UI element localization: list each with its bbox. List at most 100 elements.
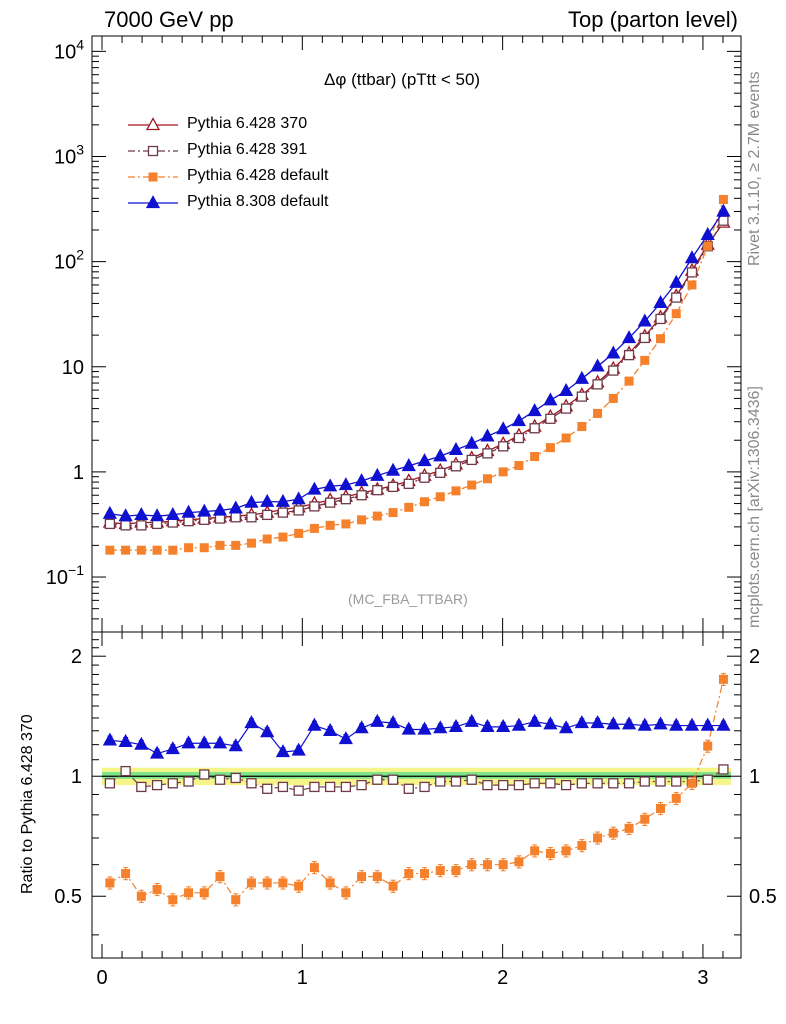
ratio-point: [640, 814, 650, 824]
data-point: [277, 507, 289, 518]
data-point: [121, 545, 131, 555]
legend-marker-2: [147, 145, 159, 157]
data-point: [637, 313, 652, 327]
ratio-point: [435, 776, 446, 787]
ratio-point: [467, 860, 477, 870]
uncertainty-band-inner: [102, 771, 731, 779]
data-point: [215, 540, 225, 550]
data-point: [669, 274, 684, 288]
ratio-point: [401, 721, 416, 735]
ratio-point: [246, 778, 257, 789]
ratio-point: [104, 778, 116, 789]
ratio-line-1: [109, 768, 724, 792]
data-point: [168, 545, 178, 555]
data-point: [639, 332, 650, 344]
ratio-point: [669, 717, 684, 731]
data-point: [104, 518, 116, 530]
ratio-point: [514, 857, 524, 867]
data-point: [655, 313, 666, 325]
data-point: [433, 448, 448, 462]
data-point: [244, 494, 259, 508]
data-point: [309, 501, 320, 512]
data-point: [293, 505, 304, 516]
data-point: [686, 267, 698, 278]
data-point: [387, 481, 399, 493]
x-tick-label: 2: [497, 967, 508, 989]
ratio-point: [482, 779, 493, 791]
ratio-point: [121, 869, 131, 879]
ratio-point: [323, 722, 338, 736]
ratio-point: [168, 895, 178, 905]
ratio-frame: [91, 631, 742, 959]
ratio-point: [498, 779, 509, 791]
ratio-line-3: [109, 721, 724, 755]
ratio-point: [702, 774, 713, 785]
ratio-point: [215, 872, 225, 882]
y-tick-label: 10: [62, 357, 84, 379]
data-point: [136, 545, 146, 555]
data-point: [574, 370, 589, 384]
data-point: [231, 540, 241, 550]
data-point: [184, 543, 194, 553]
data-point: [354, 473, 369, 487]
ratio-point: [388, 881, 398, 891]
data-point: [684, 250, 700, 264]
ratio-point: [102, 732, 117, 746]
data-point: [120, 520, 131, 531]
ratio-point: [151, 779, 163, 791]
ratio-point: [387, 774, 399, 785]
data-point: [577, 422, 587, 432]
ratio-point: [136, 781, 147, 793]
data-point: [417, 453, 432, 467]
y-tick-label: 1: [73, 462, 84, 484]
data-point: [136, 520, 147, 531]
ratio-point: [338, 731, 353, 745]
ratio-point: [543, 716, 558, 730]
x-tick-label: 1: [297, 967, 308, 989]
ratio-point: [530, 846, 540, 856]
data-point: [246, 512, 257, 523]
ratio-point: [718, 674, 728, 684]
data-point: [671, 309, 681, 319]
data-point: [464, 435, 479, 449]
ratio-point: [560, 779, 572, 791]
ratio-point: [183, 776, 194, 787]
ratio-point: [293, 785, 304, 796]
data-point: [482, 448, 493, 459]
legend-marker-1: [145, 117, 161, 131]
y-tick-label: 10−1: [46, 562, 84, 589]
data-point: [183, 516, 194, 527]
ratio-point: [262, 783, 273, 794]
ratio-point: [653, 716, 668, 730]
energy-label: 7000 GeV pp: [104, 7, 234, 32]
ratio-point: [105, 878, 115, 888]
ratio-point: [357, 872, 367, 882]
ratio-point: [152, 884, 162, 894]
ratio-point: [370, 713, 385, 727]
data-point: [260, 493, 275, 507]
legend-label-series-4: Pythia 8.308 default: [187, 193, 329, 210]
ratio-point: [230, 772, 241, 784]
ratio-y-tick-label-right: 0.5: [749, 886, 777, 908]
ratio-point: [574, 715, 589, 729]
data-point: [228, 500, 243, 514]
data-point: [496, 421, 511, 435]
ratio-point: [260, 724, 275, 738]
ratio-point: [703, 741, 713, 751]
ratio-point: [576, 778, 588, 789]
ratio-point: [590, 715, 605, 729]
ratio-point: [592, 778, 603, 789]
ratio-point: [687, 778, 697, 788]
ratio-point: [403, 783, 414, 794]
data-point: [590, 358, 605, 372]
ratio-point: [325, 878, 335, 888]
ratio-point: [309, 863, 319, 873]
data-point: [403, 478, 414, 489]
ratio-point: [244, 715, 259, 729]
data-point: [640, 355, 650, 365]
ratio-point: [354, 720, 369, 734]
ratio-point: [671, 793, 681, 803]
ratio-point: [559, 720, 574, 734]
data-point: [718, 194, 728, 204]
